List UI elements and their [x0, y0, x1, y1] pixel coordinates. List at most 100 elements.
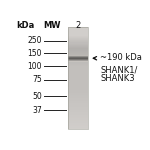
- Bar: [68, 54, 88, 55]
- Bar: [68, 51, 88, 52]
- Bar: [68, 27, 88, 129]
- Bar: [68, 114, 88, 115]
- Text: 2: 2: [75, 21, 81, 30]
- Bar: [68, 118, 88, 119]
- Bar: [68, 71, 88, 72]
- Bar: [68, 64, 88, 65]
- Bar: [68, 79, 88, 80]
- Bar: [68, 58, 88, 59]
- Bar: [68, 27, 88, 29]
- Bar: [68, 31, 88, 33]
- Text: 37: 37: [32, 106, 42, 115]
- Bar: [68, 41, 88, 43]
- Text: 75: 75: [32, 75, 42, 84]
- Text: 50: 50: [32, 92, 42, 101]
- Bar: [68, 122, 88, 123]
- Bar: [68, 55, 88, 56]
- Bar: [68, 128, 88, 129]
- Bar: [68, 52, 88, 53]
- Text: MW: MW: [44, 21, 61, 30]
- Bar: [68, 49, 88, 50]
- Bar: [68, 105, 88, 107]
- Bar: [68, 88, 88, 90]
- Bar: [68, 73, 88, 74]
- Bar: [68, 60, 88, 61]
- Bar: [68, 46, 88, 48]
- Bar: [68, 110, 88, 111]
- Bar: [68, 65, 88, 66]
- Bar: [68, 119, 88, 120]
- Bar: [68, 80, 88, 81]
- Bar: [68, 83, 88, 84]
- Bar: [68, 92, 88, 94]
- Bar: [68, 69, 88, 70]
- Bar: [68, 72, 88, 73]
- Bar: [68, 109, 88, 110]
- Bar: [68, 58, 88, 59]
- Bar: [68, 42, 88, 44]
- Bar: [68, 89, 88, 91]
- Bar: [68, 59, 88, 60]
- Bar: [68, 95, 88, 97]
- Bar: [68, 105, 88, 106]
- Bar: [68, 28, 88, 30]
- Bar: [68, 127, 88, 128]
- Bar: [68, 38, 88, 40]
- Text: SHANK3: SHANK3: [100, 74, 135, 82]
- Bar: [68, 93, 88, 95]
- Bar: [68, 68, 88, 69]
- Bar: [68, 82, 88, 84]
- Bar: [68, 102, 88, 104]
- Bar: [68, 111, 88, 112]
- Bar: [68, 117, 88, 118]
- Bar: [68, 67, 88, 68]
- Bar: [68, 112, 88, 113]
- Bar: [68, 77, 88, 78]
- Bar: [68, 91, 88, 93]
- Bar: [68, 121, 88, 122]
- Bar: [68, 48, 88, 49]
- Bar: [68, 78, 88, 79]
- Bar: [68, 56, 88, 57]
- Bar: [68, 103, 88, 105]
- Bar: [68, 100, 88, 102]
- Bar: [68, 66, 88, 67]
- Bar: [68, 44, 88, 45]
- Bar: [68, 85, 88, 87]
- Bar: [68, 123, 88, 124]
- Bar: [68, 116, 88, 117]
- Bar: [68, 57, 88, 58]
- Text: kDa: kDa: [17, 21, 35, 30]
- Bar: [68, 86, 88, 88]
- Bar: [68, 98, 88, 100]
- Bar: [68, 60, 88, 61]
- Bar: [68, 30, 88, 32]
- Text: 250: 250: [27, 36, 42, 45]
- Bar: [68, 33, 88, 35]
- Text: 100: 100: [27, 62, 42, 71]
- Bar: [68, 39, 88, 41]
- Bar: [68, 57, 88, 58]
- Bar: [68, 74, 88, 75]
- Bar: [68, 124, 88, 125]
- Bar: [68, 61, 88, 62]
- Bar: [68, 29, 88, 31]
- Bar: [68, 59, 88, 60]
- Bar: [68, 34, 88, 36]
- Bar: [68, 59, 88, 60]
- Bar: [68, 36, 88, 38]
- Bar: [68, 56, 88, 57]
- Bar: [68, 125, 88, 126]
- Bar: [68, 76, 88, 77]
- Bar: [68, 70, 88, 71]
- Bar: [68, 94, 88, 96]
- Bar: [68, 115, 88, 116]
- Bar: [68, 108, 88, 109]
- Bar: [68, 101, 88, 103]
- Bar: [68, 81, 88, 82]
- Bar: [68, 97, 88, 99]
- Bar: [68, 53, 88, 54]
- Bar: [68, 40, 88, 42]
- Bar: [68, 75, 88, 76]
- Bar: [68, 50, 88, 51]
